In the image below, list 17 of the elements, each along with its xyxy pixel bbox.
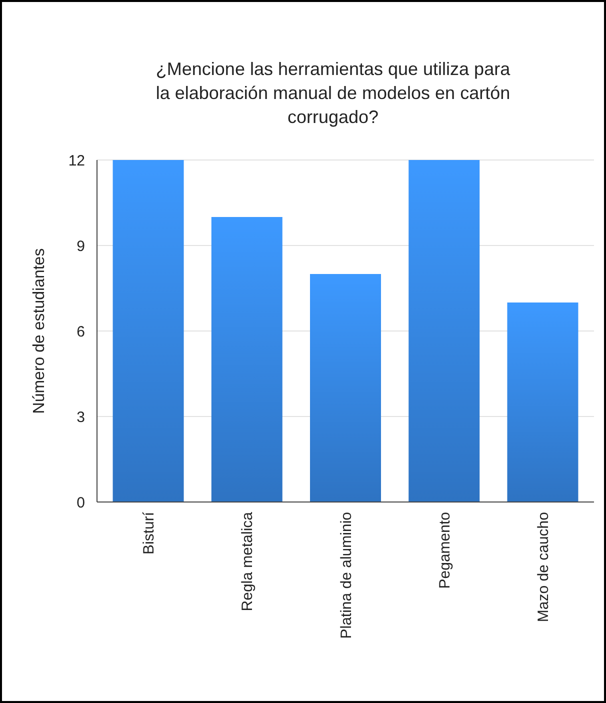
y-axis-title: Número de estudiantes: [31, 248, 48, 414]
y-tick-label: 12: [68, 152, 85, 170]
x-tick-label: Regla metalica: [239, 511, 256, 612]
bar: [211, 217, 282, 502]
y-tick-label: 3: [76, 408, 85, 426]
y-tick-label: 6: [76, 323, 85, 340]
bar: [310, 274, 381, 502]
x-tick-label: Platina de aluminio: [338, 512, 355, 639]
bar: [408, 160, 480, 502]
chart-title: ¿Mencione las herramientas que utiliza para la elaboración manual de modelos en cartón corrugado?: [156, 59, 512, 127]
bar: [112, 160, 184, 502]
x-tick-label: Bisturí: [140, 511, 158, 555]
x-tick-label: Pegamento: [436, 512, 454, 589]
y-tick-label: 9: [76, 238, 85, 255]
y-tick-label: 0: [76, 494, 85, 512]
x-tick-label: Mazo de caucho: [534, 512, 552, 622]
bar: [507, 302, 578, 502]
